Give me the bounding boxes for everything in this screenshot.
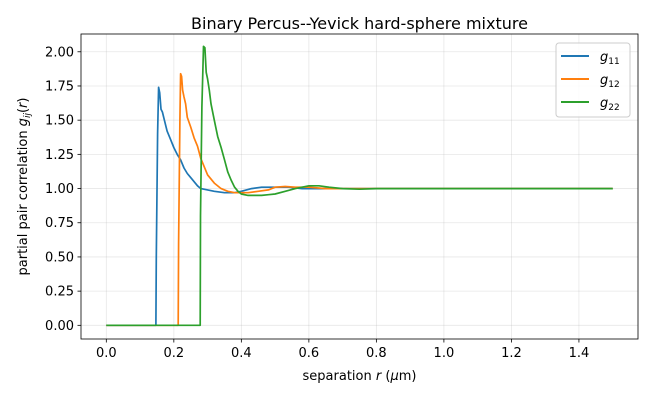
- y-axis-label: partial pair correlation gij(r): [16, 98, 33, 276]
- x-tick-label: 1.4: [569, 346, 590, 361]
- x-tick-label: 1.2: [501, 346, 522, 361]
- grid-lines: [81, 34, 638, 339]
- y-tick-label: 2.00: [45, 45, 74, 60]
- chart-title: Binary Percus--Yevick hard-sphere mixtur…: [191, 14, 528, 33]
- x-tick-label: 0.8: [366, 346, 387, 361]
- y-tick-label: 0.50: [45, 250, 74, 265]
- legend-label-g12: g12: [600, 73, 620, 90]
- series-lines: [106, 45, 613, 327]
- y-tick-label: 1.50: [45, 114, 74, 129]
- y-tick-label: 1.75: [45, 79, 74, 94]
- series-line-g11: [106, 86, 613, 327]
- plot-frame: [80, 33, 639, 340]
- legend: g11 g12 g22: [555, 42, 631, 118]
- x-tick-label: 0.2: [163, 346, 184, 361]
- y-tick-label: 0.25: [45, 285, 74, 300]
- series-line-g12: [106, 72, 613, 327]
- legend-label-g22: g22: [600, 96, 620, 113]
- legend-label-g11: g11: [600, 50, 620, 67]
- x-tick-label: 0.0: [96, 346, 117, 361]
- x-tick-label: 1.0: [434, 346, 455, 361]
- x-axis-label: separation r (μm): [303, 369, 417, 384]
- y-tick-label: 0.75: [45, 216, 74, 231]
- series-line-g22: [106, 45, 613, 327]
- x-tick-label: 0.6: [299, 346, 320, 361]
- y-axis-ticks: 0.00 0.25 0.50 0.75 1.00 1.25 1.50 1.75 2.00: [45, 45, 81, 334]
- x-axis-ticks: 0.0 0.2 0.4 0.6 0.8 1.0 1.2 1.4: [96, 339, 589, 361]
- y-tick-label: 0.00: [45, 319, 74, 334]
- y-tick-label: 1.25: [45, 148, 74, 163]
- legend-box: [555, 42, 631, 118]
- x-tick-label: 0.4: [231, 346, 252, 361]
- y-tick-label: 1.00: [45, 182, 74, 197]
